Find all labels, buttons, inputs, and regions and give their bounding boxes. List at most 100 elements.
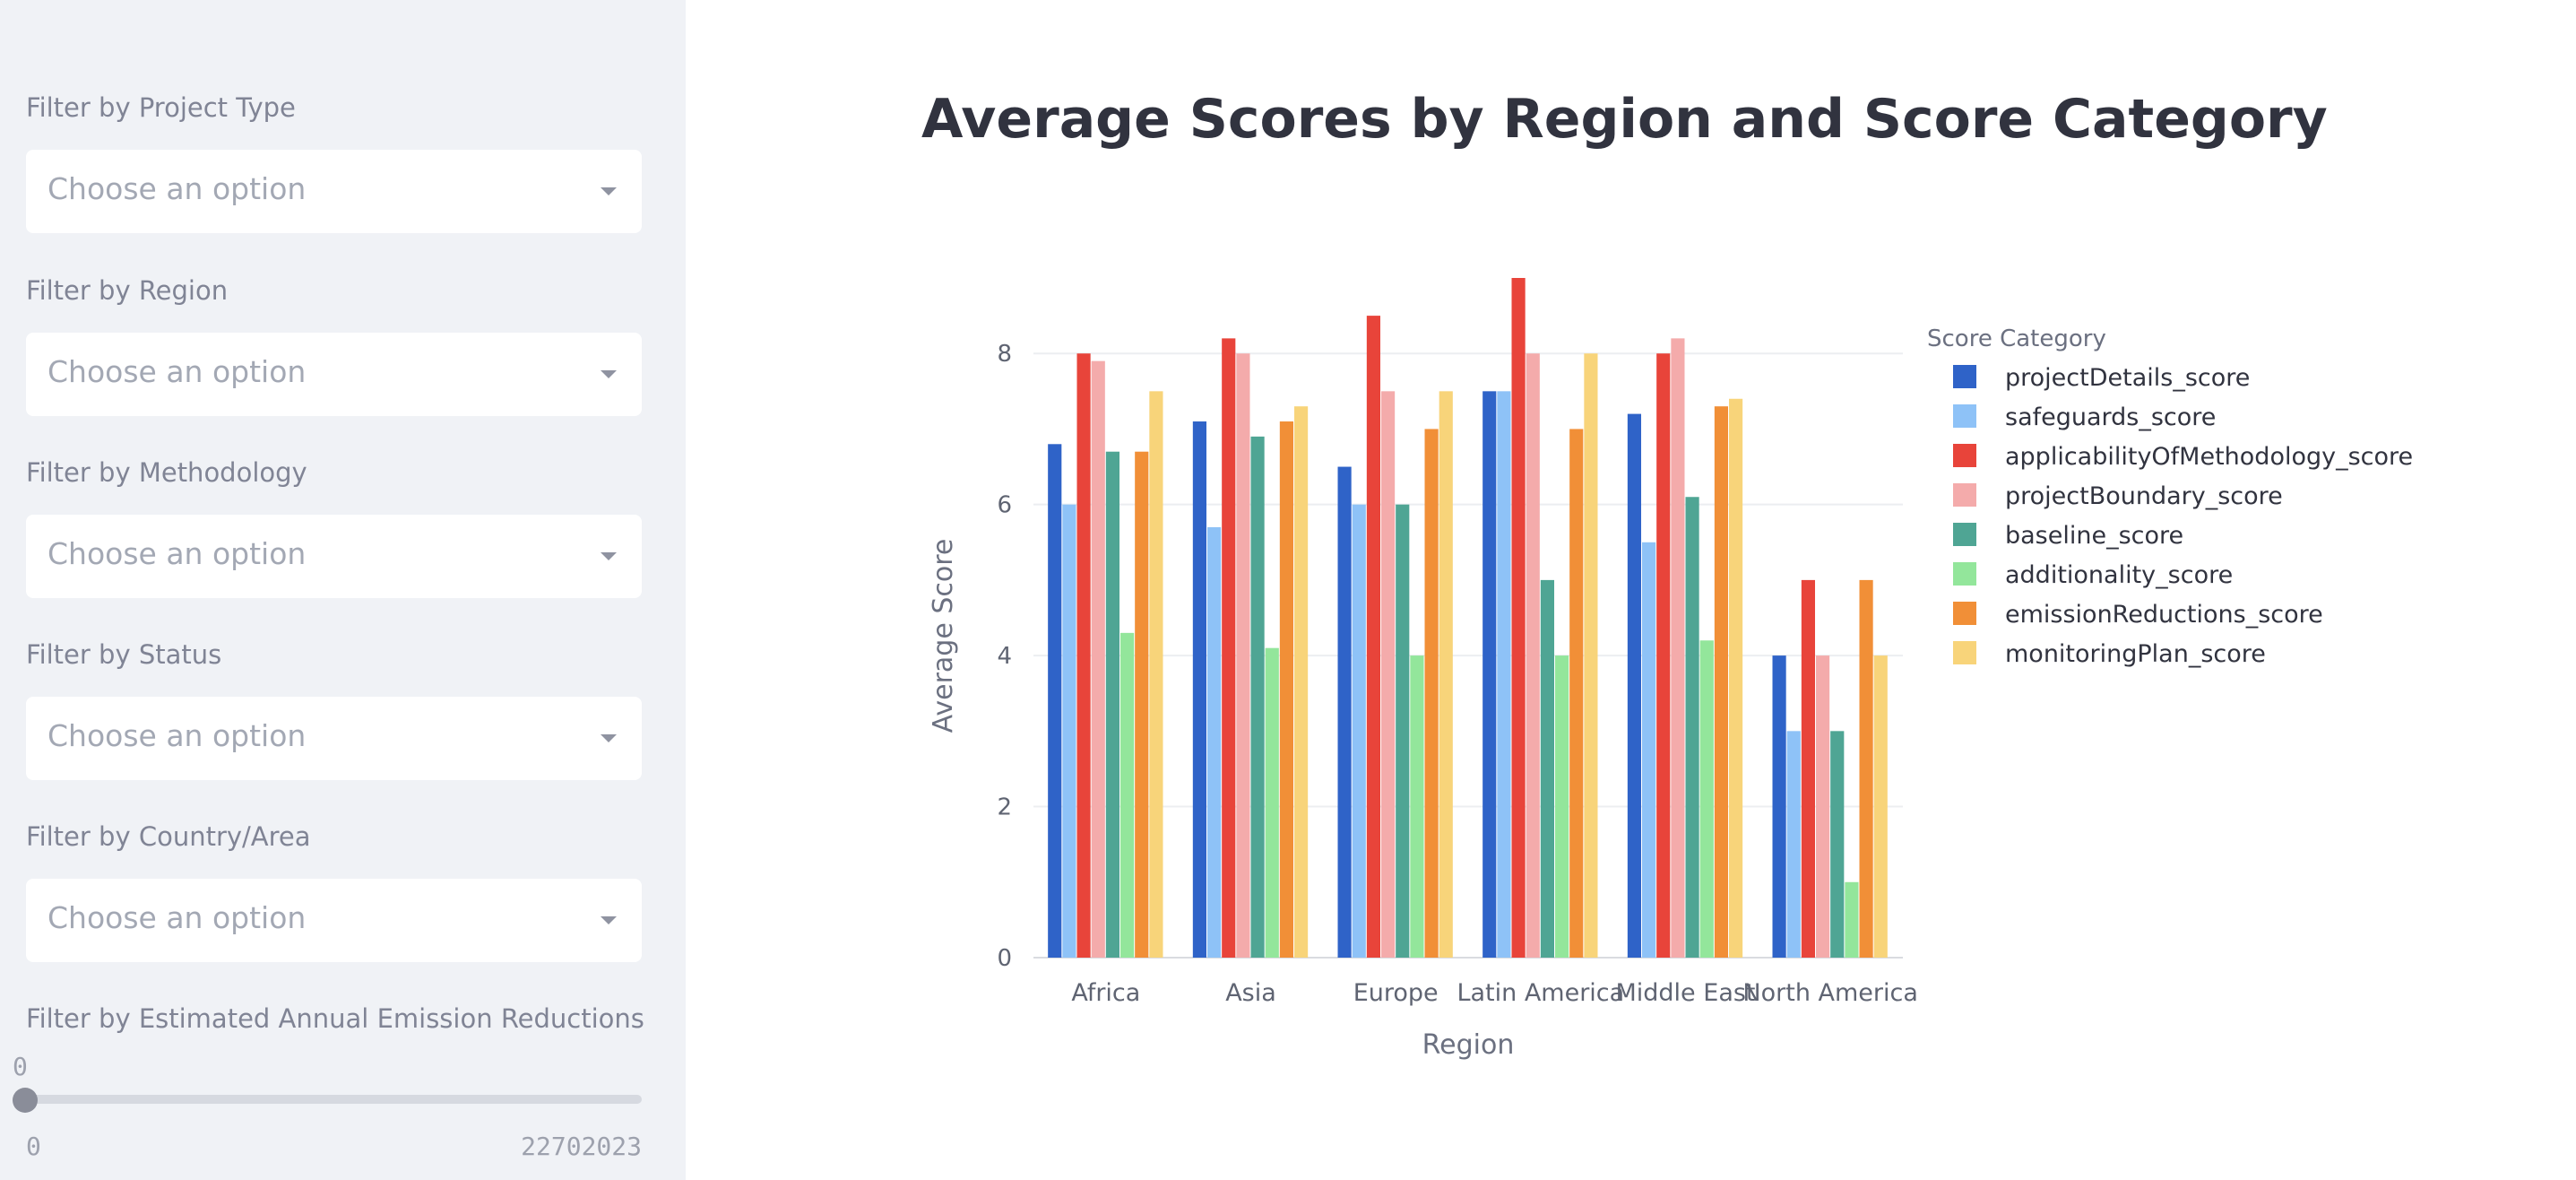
legend-swatch[interactable]	[1953, 483, 1976, 507]
bar-baseline_score	[1105, 451, 1119, 958]
x-tick-label: Europe	[1353, 979, 1439, 1007]
region-placeholder: Choose an option	[48, 354, 307, 389]
bar-baseline_score	[1685, 497, 1699, 958]
methodology-select[interactable]: Choose an option	[26, 515, 642, 598]
country-area-select[interactable]: Choose an option	[26, 879, 642, 962]
x-axis-title: Region	[1422, 1029, 1515, 1061]
bar-safeguards_score	[1642, 542, 1656, 958]
x-tick-label: North America	[1742, 979, 1917, 1007]
status-placeholder: Choose an option	[48, 718, 307, 753]
legend-item-label[interactable]: safeguards_score	[2005, 403, 2216, 431]
bar-projectBoundary_score	[1671, 338, 1685, 958]
bar-monitoringPlan_score	[1584, 353, 1598, 958]
bar-safeguards_score	[1786, 731, 1801, 958]
bar-projectBoundary_score	[1236, 353, 1250, 958]
legend-item-label[interactable]: baseline_score	[2005, 522, 2183, 550]
bar-projectDetails_score	[1627, 413, 1641, 959]
bar-applicabilityOfMethodology_score	[1366, 316, 1380, 959]
bar-emissionReductions_score	[1569, 429, 1584, 958]
bar-chart: 0 2 4 6 8 Africa Asia Europe Latin AmericaMiddle…	[928, 278, 2413, 1061]
bar-baseline_score	[1396, 504, 1410, 958]
bar-safeguards_score	[1207, 526, 1222, 958]
chevron-down-icon	[601, 916, 617, 924]
bar-emissionReductions_score	[1424, 429, 1439, 958]
chevron-down-icon	[601, 734, 617, 742]
legend-swatch[interactable]	[1953, 602, 1976, 625]
legend-item-label[interactable]: monitoringPlan_score	[2005, 640, 2266, 668]
project-type-select[interactable]: Choose an option	[26, 150, 642, 233]
bar-baseline_score	[1250, 436, 1265, 958]
bar-projectDetails_score	[1048, 444, 1062, 958]
x-tick-label: Latin America	[1457, 979, 1624, 1007]
legend-item-label[interactable]: emissionReductions_score	[2005, 601, 2323, 629]
bar-additionality_score	[1555, 655, 1569, 958]
page-title: Average Scores by Region and Score Categ…	[921, 88, 2328, 151]
filter-region-label: Filter by Region	[26, 275, 229, 306]
slider-thumb[interactable]	[13, 1088, 38, 1113]
x-tick-label: Asia	[1225, 979, 1276, 1007]
bar-projectBoundary_score	[1526, 353, 1540, 958]
bar-emissionReductions_score	[1135, 451, 1149, 958]
bar-projectDetails_score	[1192, 421, 1206, 958]
legend-title: Score Category	[1927, 325, 2106, 352]
legend-item-label[interactable]: additionality_score	[2005, 561, 2233, 589]
legend-swatch[interactable]	[1953, 365, 1976, 388]
bar-projectDetails_score	[1337, 466, 1352, 958]
bar-baseline_score	[1830, 731, 1845, 958]
y-tick-label: 8	[997, 341, 1012, 368]
methodology-placeholder: Choose an option	[48, 536, 307, 571]
bar-monitoringPlan_score	[1729, 398, 1743, 958]
legend-swatch[interactable]	[1953, 523, 1976, 546]
bar-additionality_score	[1410, 655, 1424, 958]
bar-emissionReductions_score	[1859, 579, 1873, 958]
bar-monitoringPlan_score	[1439, 391, 1453, 958]
y-tick-label: 4	[997, 643, 1012, 670]
bar-emissionReductions_score	[1279, 421, 1293, 958]
filter-project-type-label: Filter by Project Type	[26, 92, 296, 123]
slider-track[interactable]	[26, 1095, 642, 1104]
bar-applicabilityOfMethodology_score	[1656, 353, 1671, 958]
bar-monitoringPlan_score	[1873, 655, 1888, 958]
bar-baseline_score	[1540, 579, 1554, 958]
bar-safeguards_score	[1352, 504, 1366, 958]
country-area-placeholder: Choose an option	[48, 900, 307, 935]
y-tick-label: 0	[997, 945, 1012, 972]
chevron-down-icon	[601, 187, 617, 195]
bar-applicabilityOfMethodology_score	[1222, 338, 1236, 958]
legend-swatch[interactable]	[1953, 562, 1976, 586]
bar-safeguards_score	[1497, 391, 1511, 958]
bar-projectDetails_score	[1482, 391, 1497, 958]
y-axis-title: Average Score	[928, 539, 959, 733]
legend-swatch[interactable]	[1953, 444, 1976, 467]
bar-projectDetails_score	[1772, 655, 1786, 958]
chevron-down-icon	[601, 552, 617, 560]
y-tick-label: 6	[997, 492, 1012, 519]
legend-swatch[interactable]	[1953, 641, 1976, 664]
bar-applicabilityOfMethodology_score	[1801, 579, 1815, 958]
region-select[interactable]: Choose an option	[26, 333, 642, 416]
bar-projectBoundary_score	[1816, 655, 1830, 958]
legend-swatch[interactable]	[1953, 404, 1976, 428]
status-select[interactable]: Choose an option	[26, 697, 642, 780]
filter-country-area-label: Filter by Country/Area	[26, 821, 311, 852]
main-content: 0 2 4 6 8 Africa Asia Europe Latin America Middle…	[686, 0, 2576, 1180]
filter-methodology-label: Filter by Methodology	[26, 457, 307, 488]
filter-status-label: Filter by Status	[26, 639, 222, 670]
bar-additionality_score	[1845, 881, 1859, 958]
chevron-down-icon	[601, 370, 617, 378]
legend-item-label[interactable]: applicabilityOfMethodology_score	[2005, 443, 2413, 471]
bar-applicabilityOfMethodology_score	[1511, 278, 1526, 958]
filter-emission-reductions-label: Filter by Estimated Annual Emission Redu…	[26, 1003, 644, 1034]
bar-projectBoundary_score	[1381, 391, 1396, 958]
legend-item-label[interactable]: projectDetails_score	[2005, 364, 2250, 392]
bar-additionality_score	[1265, 647, 1279, 958]
bar-applicabilityOfMethodology_score	[1076, 353, 1091, 958]
slider-min-label: 0	[26, 1132, 41, 1161]
sidebar: Filter by Project Type Choose an option …	[0, 0, 686, 1180]
x-tick-label: Africa	[1071, 979, 1140, 1007]
slider-current-value: 0	[13, 1052, 28, 1081]
bar-additionality_score	[1120, 632, 1135, 958]
legend-item-label[interactable]: projectBoundary_score	[2005, 482, 2283, 510]
slider-max-label: 22702023	[521, 1132, 642, 1161]
y-tick-label: 2	[997, 794, 1012, 821]
